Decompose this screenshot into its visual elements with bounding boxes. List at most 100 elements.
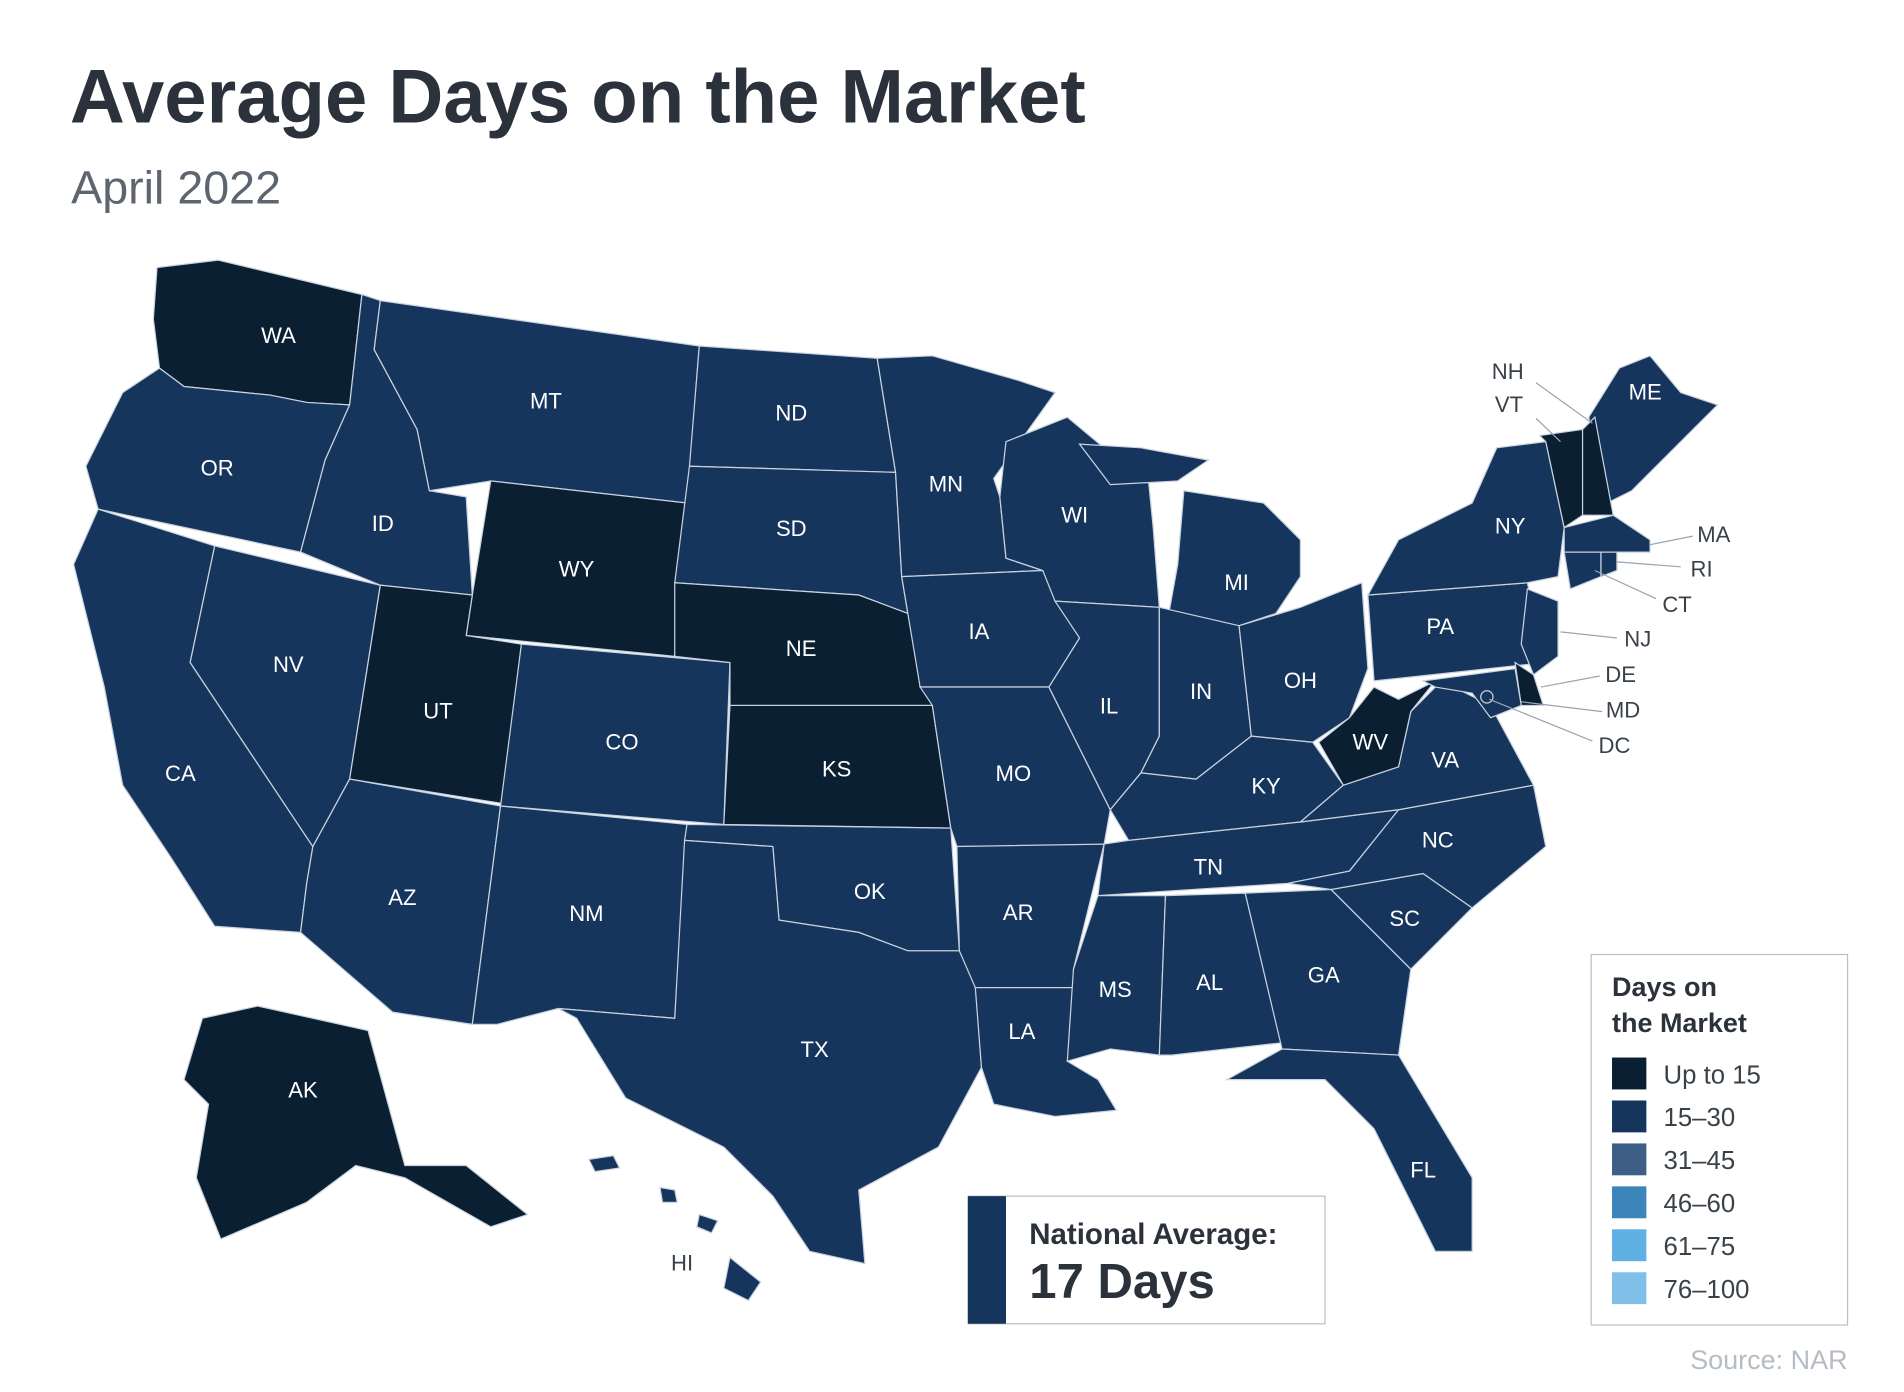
state-label: IL — [1100, 694, 1118, 719]
state-label: ME — [1629, 380, 1662, 405]
legend: Days on the Market Up to 15 15–30 31–45 46–… — [1590, 953, 1849, 1326]
legend-label: Up to 15 — [1664, 1061, 1761, 1089]
state-label: TX — [800, 1037, 828, 1062]
state-shape — [1421, 667, 1522, 719]
state-shape — [183, 1005, 529, 1240]
national-average-box: National Average: 17 Days — [967, 1195, 1326, 1325]
state-shape — [1520, 588, 1559, 676]
state-label: MI — [1224, 570, 1249, 595]
state-label: WV — [1353, 729, 1389, 754]
state-label: OH — [1284, 668, 1317, 693]
state-shape — [1244, 888, 1412, 1056]
legend-label: 15–30 — [1664, 1104, 1736, 1132]
state-label: NY — [1495, 513, 1526, 538]
legend-label: 76–100 — [1664, 1276, 1750, 1304]
state-label: MN — [929, 472, 963, 497]
state-label: CO — [605, 729, 638, 754]
state-label: SD — [776, 516, 807, 541]
state-label: TN — [1194, 854, 1223, 879]
state-label: MS — [1099, 977, 1132, 1002]
leader-line — [1594, 569, 1657, 600]
state-label: FL — [1410, 1157, 1436, 1182]
state-shape — [1563, 514, 1651, 553]
state-shape — [587, 1155, 762, 1302]
state-label: AR — [1003, 900, 1034, 925]
state-label: LA — [1008, 1019, 1035, 1044]
state-label: SC — [1389, 906, 1420, 931]
state-shape — [1158, 892, 1283, 1056]
state-label: CA — [165, 761, 196, 786]
legend-box — [1590, 953, 1849, 1326]
state-label: NM — [569, 901, 603, 926]
legend-swatch — [1612, 1057, 1647, 1090]
leader-line — [1535, 417, 1561, 443]
state-label: PA — [1426, 614, 1454, 639]
title: Average Days on the Market — [70, 55, 1086, 140]
state-label: KY — [1251, 773, 1281, 798]
state-label: AL — [1196, 970, 1223, 995]
legend-label: 46–60 — [1664, 1190, 1736, 1218]
state-label: NV — [273, 652, 304, 677]
state-label: NH — [1492, 359, 1524, 384]
state-shape — [1538, 428, 1584, 529]
leader-line — [1489, 698, 1593, 742]
legend-swatch — [1612, 1143, 1647, 1176]
national-average-value: 17 Days — [1029, 1255, 1215, 1309]
states: WA OR CA NV ID MT WY UT CO AZ NM ND SD NE KS OK TX MN IA MO… — [72, 259, 1731, 1302]
state-label: VA — [1431, 748, 1459, 773]
legend-label: 61–75 — [1664, 1233, 1736, 1261]
state-label: MO — [996, 761, 1032, 786]
state-label: IN — [1190, 679, 1212, 704]
subtitle: April 2022 — [71, 162, 281, 214]
legend-swatch — [1612, 1186, 1647, 1219]
state-shape — [1224, 1048, 1473, 1252]
state-label: VT — [1495, 392, 1523, 417]
leader-line — [1616, 561, 1681, 568]
state-label: CT — [1662, 592, 1691, 617]
leader-line — [1535, 382, 1593, 424]
state-label: MT — [530, 388, 562, 413]
box-accent — [967, 1196, 1006, 1324]
state-shape — [1600, 551, 1618, 578]
leader-line — [1649, 535, 1694, 546]
state-label: NE — [786, 636, 817, 661]
state-label: MA — [1697, 522, 1730, 547]
state-label: ID — [372, 511, 394, 536]
leader-line — [1540, 675, 1600, 688]
leader-line — [1560, 631, 1617, 639]
state-label: UT — [423, 699, 452, 724]
legend-title: Days on — [1612, 972, 1717, 1002]
state-label: ND — [775, 401, 807, 426]
state-label: OR — [201, 456, 234, 481]
state-shape — [152, 259, 363, 406]
state-shape — [1078, 443, 1302, 633]
state-label: NJ — [1624, 626, 1651, 651]
state-label: AK — [288, 1078, 318, 1103]
state-label: KS — [822, 756, 851, 781]
state-label: WA — [261, 323, 296, 348]
state-label: MD — [1606, 697, 1640, 722]
state-label: DC — [1599, 733, 1631, 758]
legend-swatch — [1612, 1229, 1647, 1262]
legend-title: the Market — [1612, 1008, 1747, 1038]
state-label: WI — [1061, 502, 1088, 527]
national-average-label: National Average: — [1029, 1218, 1277, 1251]
state-shape — [1480, 690, 1494, 704]
state-label: RI — [1691, 556, 1713, 581]
leader-line — [1521, 701, 1603, 713]
legend-swatch — [1612, 1272, 1647, 1305]
state-label: OK — [854, 879, 886, 904]
state-shape — [1366, 441, 1565, 596]
legend-swatch — [1612, 1100, 1647, 1133]
source: Source: NAR — [1690, 1345, 1847, 1375]
state-label: GA — [1308, 962, 1340, 987]
state-label: HI — [671, 1251, 693, 1276]
state-label: DE — [1605, 662, 1636, 687]
state-shape — [1588, 355, 1719, 504]
legend-label: 31–45 — [1664, 1147, 1736, 1175]
state-label: AZ — [388, 885, 416, 910]
state-shape — [465, 480, 688, 658]
state-shape — [557, 839, 983, 1265]
state-label: IA — [969, 619, 990, 644]
